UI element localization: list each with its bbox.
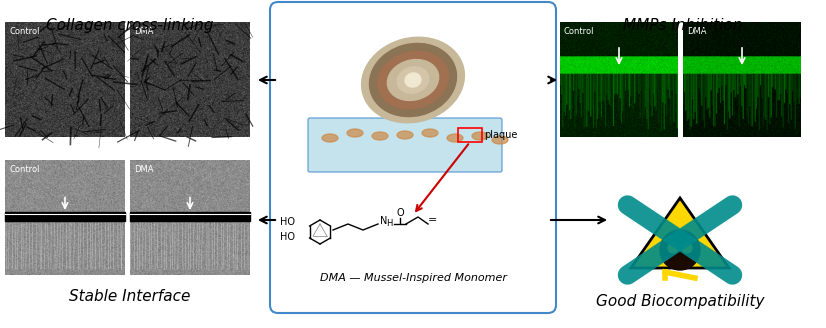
Bar	[130, 212, 250, 221]
Ellipse shape	[397, 131, 413, 139]
Circle shape	[668, 243, 678, 253]
Ellipse shape	[362, 37, 464, 123]
Text: H: H	[386, 219, 392, 228]
Ellipse shape	[447, 134, 463, 142]
Text: plaque: plaque	[484, 130, 517, 140]
Ellipse shape	[492, 136, 508, 144]
Ellipse shape	[387, 60, 439, 100]
Text: Control: Control	[9, 165, 40, 174]
Text: HO: HO	[280, 217, 295, 227]
Text: N: N	[380, 216, 387, 226]
FancyBboxPatch shape	[308, 118, 502, 172]
Ellipse shape	[422, 129, 438, 137]
Bar	[5, 212, 125, 221]
Ellipse shape	[369, 43, 457, 116]
Polygon shape	[631, 198, 729, 268]
Text: DMA: DMA	[687, 27, 706, 36]
Text: Control: Control	[564, 27, 595, 36]
Ellipse shape	[405, 73, 421, 87]
Text: MMPs Inhibition: MMPs Inhibition	[624, 18, 743, 33]
Text: Collagen cross-linking: Collagen cross-linking	[46, 18, 214, 33]
Text: =: =	[428, 215, 438, 225]
Ellipse shape	[347, 129, 363, 137]
Text: Good Biocompatibility: Good Biocompatibility	[596, 294, 764, 309]
Ellipse shape	[397, 67, 429, 93]
Ellipse shape	[322, 134, 338, 142]
Text: DMA — Mussel-Inspired Monomer: DMA — Mussel-Inspired Monomer	[320, 273, 506, 283]
Bar	[458, 128, 482, 142]
Text: Control: Control	[9, 27, 40, 36]
Ellipse shape	[472, 132, 488, 140]
Text: HO: HO	[280, 232, 295, 242]
Text: Stable Interface: Stable Interface	[69, 289, 191, 304]
Circle shape	[682, 243, 692, 253]
FancyBboxPatch shape	[270, 2, 556, 313]
Text: O: O	[396, 208, 404, 218]
Ellipse shape	[377, 51, 449, 109]
Circle shape	[660, 230, 700, 270]
Text: DMA: DMA	[134, 165, 154, 174]
Ellipse shape	[372, 132, 388, 140]
Text: DMA: DMA	[134, 27, 154, 36]
